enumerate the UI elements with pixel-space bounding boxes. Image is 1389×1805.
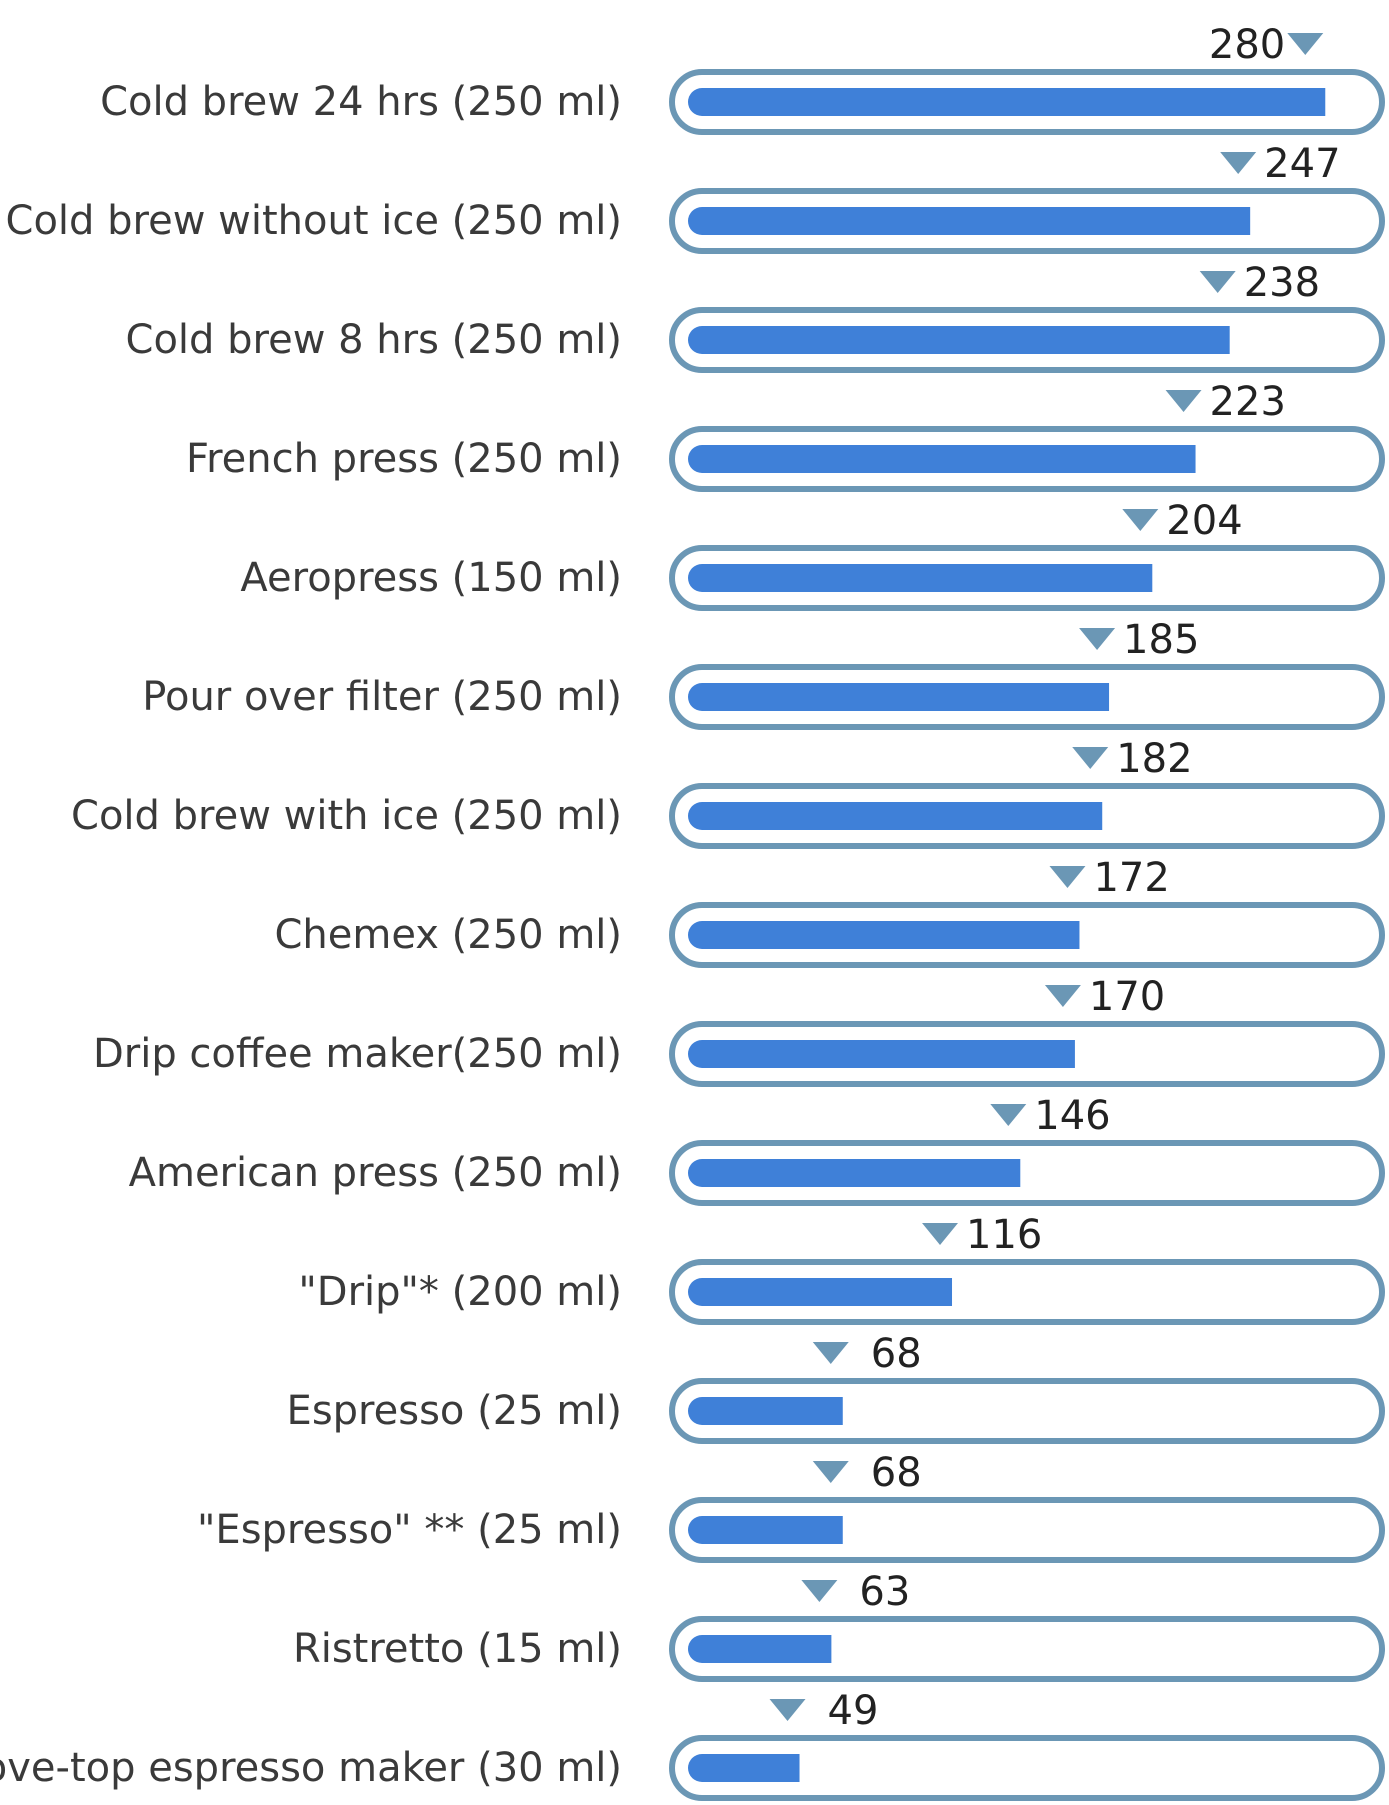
category-label: Aeropress (150 ml) — [240, 555, 622, 601]
value-label: 223 — [1210, 379, 1286, 425]
value-label: 247 — [1264, 141, 1340, 187]
value-label: 68 — [871, 1450, 922, 1496]
value-label: 116 — [966, 1212, 1042, 1258]
value-label: 182 — [1116, 736, 1192, 782]
category-label: "Espresso" ** (25 ml) — [197, 1507, 622, 1553]
value-label: 204 — [1166, 498, 1242, 544]
category-label: Pour over filter (250 ml) — [142, 674, 622, 720]
value-label: 63 — [859, 1569, 910, 1615]
bar-fill — [688, 564, 1153, 592]
value-label: 172 — [1093, 855, 1169, 901]
bar-track — [669, 1497, 1385, 1563]
value-marker-icon — [1049, 866, 1086, 888]
value-marker-icon — [990, 1104, 1027, 1126]
value-marker-icon — [1165, 390, 1202, 412]
value-marker-icon — [1122, 509, 1159, 531]
category-label: Cold brew 24 hrs (250 ml) — [100, 79, 622, 125]
value-label: 238 — [1244, 260, 1320, 306]
bar-fill — [688, 802, 1103, 830]
category-label: Cold brew with ice (250 ml) — [71, 793, 622, 839]
value-marker-icon — [812, 1461, 849, 1483]
bar-fill — [688, 445, 1196, 473]
value-marker-icon — [801, 1580, 838, 1602]
bar-fill — [688, 1754, 800, 1782]
bar-fill — [688, 683, 1110, 711]
bar-fill — [688, 1397, 843, 1425]
value-marker-icon — [922, 1223, 959, 1245]
category-label: Cold brew 8 hrs (250 ml) — [126, 317, 622, 363]
value-marker-icon — [769, 1699, 806, 1721]
bar-fill — [688, 1635, 832, 1663]
bar-fill — [688, 1159, 1021, 1187]
bar-fill — [688, 1516, 843, 1544]
value-marker-icon — [1044, 985, 1081, 1007]
bar-track — [669, 1616, 1385, 1682]
category-label: Stove-top espresso maker (30 ml) — [0, 1745, 622, 1791]
bar-track — [669, 1259, 1385, 1325]
value-marker-icon — [1287, 33, 1324, 55]
bar-fill — [688, 921, 1080, 949]
bar-fill — [688, 1040, 1075, 1068]
value-marker-icon — [812, 1342, 849, 1364]
bar-track — [669, 1735, 1385, 1801]
bar-fill — [688, 1278, 953, 1306]
bar-fill — [688, 88, 1326, 116]
value-label: 280 — [1209, 22, 1285, 68]
category-label: Cold brew without ice (250 ml) — [6, 198, 622, 244]
bar-fill — [688, 326, 1230, 354]
value-marker-icon — [1199, 271, 1236, 293]
value-marker-icon — [1079, 628, 1116, 650]
category-label: Drip coffee maker(250 ml) — [93, 1031, 622, 1077]
value-label: 185 — [1123, 617, 1199, 663]
category-label: Ristretto (15 ml) — [293, 1626, 622, 1672]
value-label: 49 — [828, 1688, 879, 1734]
bar-track — [669, 1140, 1385, 1206]
bar-fill — [688, 207, 1251, 235]
category-label: French press (250 ml) — [186, 436, 622, 482]
value-label: 170 — [1089, 974, 1165, 1020]
category-label: Espresso (25 ml) — [287, 1388, 622, 1434]
value-label: 146 — [1034, 1093, 1110, 1139]
bar-track — [669, 1378, 1385, 1444]
value-marker-icon — [1072, 747, 1109, 769]
value-marker-icon — [1220, 152, 1257, 174]
value-label: 68 — [871, 1331, 922, 1377]
category-label: "Drip"* (200 ml) — [298, 1269, 622, 1315]
category-label: Chemex (250 ml) — [275, 912, 623, 958]
category-label: American press (250 ml) — [129, 1150, 622, 1196]
